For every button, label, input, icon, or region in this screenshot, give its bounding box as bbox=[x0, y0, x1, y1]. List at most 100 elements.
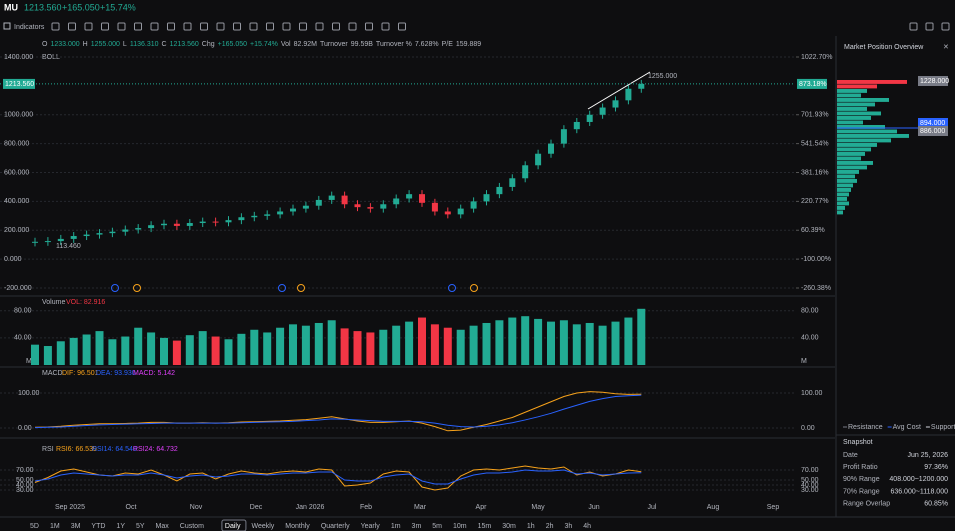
info-item: Vol bbox=[281, 41, 291, 48]
tool-icon[interactable] bbox=[51, 22, 60, 31]
candle bbox=[109, 231, 116, 234]
volume-bar bbox=[224, 339, 233, 365]
x-tick-label: Oct bbox=[126, 504, 137, 511]
range-button[interactable]: 1Y bbox=[116, 523, 125, 530]
tool-icon[interactable] bbox=[200, 22, 208, 31]
interval-button[interactable]: 4h bbox=[583, 523, 591, 530]
profile-bar bbox=[837, 179, 857, 183]
range-button[interactable]: 5Y bbox=[136, 523, 145, 530]
candle bbox=[135, 228, 142, 230]
interval-button[interactable]: 3h bbox=[564, 523, 572, 530]
tool-icon[interactable] bbox=[365, 22, 373, 31]
indicators-icon[interactable] bbox=[3, 22, 11, 30]
interval-button[interactable]: 2h bbox=[546, 523, 554, 530]
dea-line bbox=[34, 394, 642, 429]
tool-icon[interactable] bbox=[299, 22, 307, 31]
profile-bar bbox=[837, 116, 871, 120]
event-marker[interactable] bbox=[470, 284, 478, 292]
y2-tick-label: 70.00 bbox=[801, 467, 819, 474]
snapshot-value: 408.000~1200.000 bbox=[889, 476, 948, 483]
tool-icon[interactable] bbox=[167, 22, 175, 31]
info-item: Turnover % bbox=[376, 41, 412, 48]
y-tick-label: 600.000 bbox=[4, 169, 29, 176]
volume-bar bbox=[314, 322, 323, 365]
y-tick-label: 800.000 bbox=[4, 140, 29, 147]
close-button[interactable]: ✕ bbox=[943, 44, 949, 51]
candle bbox=[122, 229, 129, 232]
candle bbox=[522, 165, 529, 179]
info-item: Chg bbox=[202, 41, 215, 48]
tool-icon[interactable] bbox=[941, 22, 950, 31]
candle bbox=[444, 211, 451, 215]
interval-button[interactable]: Quarterly bbox=[321, 523, 350, 530]
interval-button[interactable]: 1h bbox=[527, 523, 535, 530]
tool-icon[interactable] bbox=[183, 22, 192, 31]
candle bbox=[161, 223, 167, 226]
event-marker[interactable] bbox=[448, 284, 456, 292]
pane-value: DIF: 96.501 bbox=[62, 370, 99, 377]
tool-icon[interactable] bbox=[381, 22, 390, 31]
tool-icon[interactable] bbox=[84, 22, 93, 31]
tool-icon[interactable] bbox=[233, 22, 241, 31]
indicators-button[interactable]: Indicators bbox=[14, 24, 45, 31]
tool-icon[interactable] bbox=[134, 22, 142, 31]
change: +165.050 bbox=[62, 2, 100, 12]
range-button[interactable]: 5D bbox=[30, 523, 39, 530]
interval-button[interactable]: 1m bbox=[391, 523, 401, 530]
candle bbox=[483, 194, 490, 202]
profile-bar bbox=[837, 84, 877, 89]
interval-button[interactable]: 5m bbox=[432, 523, 442, 530]
pane-value: RSI6: 66.539 bbox=[56, 446, 97, 453]
range-button[interactable]: YTD bbox=[91, 523, 105, 530]
range-button[interactable]: 1M bbox=[50, 523, 60, 530]
tool-icon[interactable] bbox=[68, 22, 76, 31]
tool-icon[interactable] bbox=[398, 22, 406, 31]
range-button[interactable]: Max bbox=[156, 523, 170, 530]
interval-button[interactable]: Weekly bbox=[251, 523, 274, 530]
x-tick-label: Sep 2025 bbox=[55, 504, 85, 511]
profile-bar bbox=[837, 192, 849, 197]
tool-icon[interactable] bbox=[101, 22, 109, 31]
event-marker[interactable] bbox=[278, 284, 286, 292]
volume-bar bbox=[289, 324, 297, 365]
volume-bar bbox=[172, 340, 181, 365]
candle bbox=[70, 236, 77, 239]
event-marker[interactable] bbox=[133, 284, 141, 292]
event-marker[interactable] bbox=[297, 284, 305, 292]
candle bbox=[406, 194, 413, 199]
tool-icon[interactable] bbox=[282, 22, 291, 31]
interval-button[interactable]: Yearly bbox=[361, 523, 381, 530]
interval-button[interactable]: 3m bbox=[412, 523, 422, 530]
tool-icon[interactable] bbox=[348, 22, 357, 31]
tool-icon[interactable] bbox=[925, 22, 934, 31]
range-button[interactable]: Custom bbox=[180, 523, 204, 530]
tool-icon[interactable] bbox=[332, 22, 340, 31]
unit-label: M bbox=[26, 358, 32, 365]
interval-button[interactable]: 30m bbox=[502, 523, 516, 530]
price-level-tag: 886.000 bbox=[920, 128, 945, 135]
event-marker[interactable] bbox=[111, 284, 119, 292]
snapshot-value: 60.85% bbox=[924, 501, 948, 508]
y-tick-label: 80.00 bbox=[14, 308, 32, 315]
volume-bar bbox=[134, 327, 143, 365]
range-button[interactable]: 3M bbox=[71, 523, 81, 530]
overlay-label: BOLL bbox=[42, 54, 60, 61]
candle bbox=[612, 100, 619, 108]
interval-button[interactable]: Daily bbox=[225, 523, 241, 530]
tool-icon[interactable] bbox=[266, 22, 274, 31]
tool-icon[interactable] bbox=[249, 22, 258, 31]
toolbar bbox=[51, 22, 950, 31]
rsi6-line bbox=[34, 465, 642, 491]
candle bbox=[212, 221, 219, 223]
volume-bar bbox=[31, 344, 39, 365]
tool-icon[interactable] bbox=[909, 22, 918, 31]
candle bbox=[393, 198, 400, 205]
interval-button[interactable]: 10m bbox=[453, 523, 467, 530]
tool-icon[interactable] bbox=[150, 22, 159, 31]
y2-tick-label: 0.00 bbox=[801, 425, 815, 432]
interval-button[interactable]: 15m bbox=[478, 523, 492, 530]
tool-icon[interactable] bbox=[117, 22, 126, 31]
tool-icon[interactable] bbox=[216, 22, 225, 31]
interval-button[interactable]: Monthly bbox=[285, 523, 310, 530]
tool-icon[interactable] bbox=[315, 22, 324, 31]
